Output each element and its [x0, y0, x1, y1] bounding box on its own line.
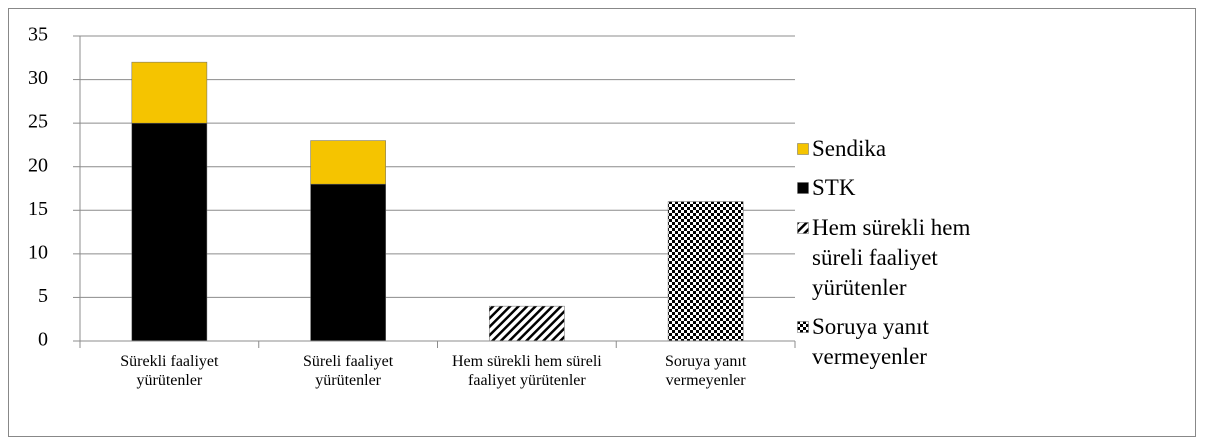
- legend-label: Sendika: [812, 136, 887, 161]
- x-tick-label: Soruya yanıt vermeyenler: [664, 353, 747, 389]
- legend-swatch: [797, 182, 809, 195]
- bar-segment: [310, 183, 386, 342]
- chart-frame: [8, 8, 1196, 437]
- x-tick-label: Süreli faaliyet yürütenler: [303, 353, 394, 389]
- legend-swatch: [797, 143, 809, 155]
- legend-item: Hem sürekli hem süreli faaliyet yürütenl…: [797, 213, 1197, 303]
- y-tick-label: 5: [38, 285, 48, 307]
- y-tick-label: 0: [38, 329, 48, 351]
- y-tick-label: 20: [28, 154, 48, 176]
- legend-label: STK: [812, 175, 856, 201]
- legend-swatch-fill: [797, 221, 809, 234]
- legend-swatch-fill: [797, 143, 809, 155]
- bar-segment: [131, 61, 208, 124]
- legend-item: STK: [797, 173, 1197, 203]
- legend-swatch-fill: [797, 182, 809, 195]
- legend-label: Soruya yanıt vermeyenler: [812, 313, 929, 369]
- bar-segment: [667, 201, 744, 342]
- y-tick-label: 10: [28, 241, 48, 263]
- x-tick-label: Hem sürekli hem süreli faaliyet yürütenl…: [452, 353, 602, 389]
- y-tick-label: 35: [28, 24, 48, 46]
- legend-swatch-fill: [797, 321, 809, 333]
- legend: Sendika STK Hem sürekli hem süreli faaliye…: [797, 134, 1197, 372]
- legend-item: Soruya yanıt vermeyenler: [797, 312, 1197, 372]
- legend-swatch: [797, 221, 809, 234]
- y-tick-label: 15: [28, 198, 48, 220]
- bar-segment: [310, 140, 386, 185]
- y-tick-label: 30: [28, 67, 48, 89]
- x-tick-label: Sürekli faaliyet yürütenler: [120, 353, 219, 389]
- legend-label: Hem sürekli hem süreli faaliyet yürütenl…: [812, 214, 971, 300]
- y-tick-label: 25: [28, 111, 48, 133]
- legend-item: Sendika: [797, 134, 1197, 164]
- legend-swatch: [797, 321, 809, 333]
- bar-segment: [489, 305, 565, 342]
- bar-segment: [131, 122, 208, 342]
